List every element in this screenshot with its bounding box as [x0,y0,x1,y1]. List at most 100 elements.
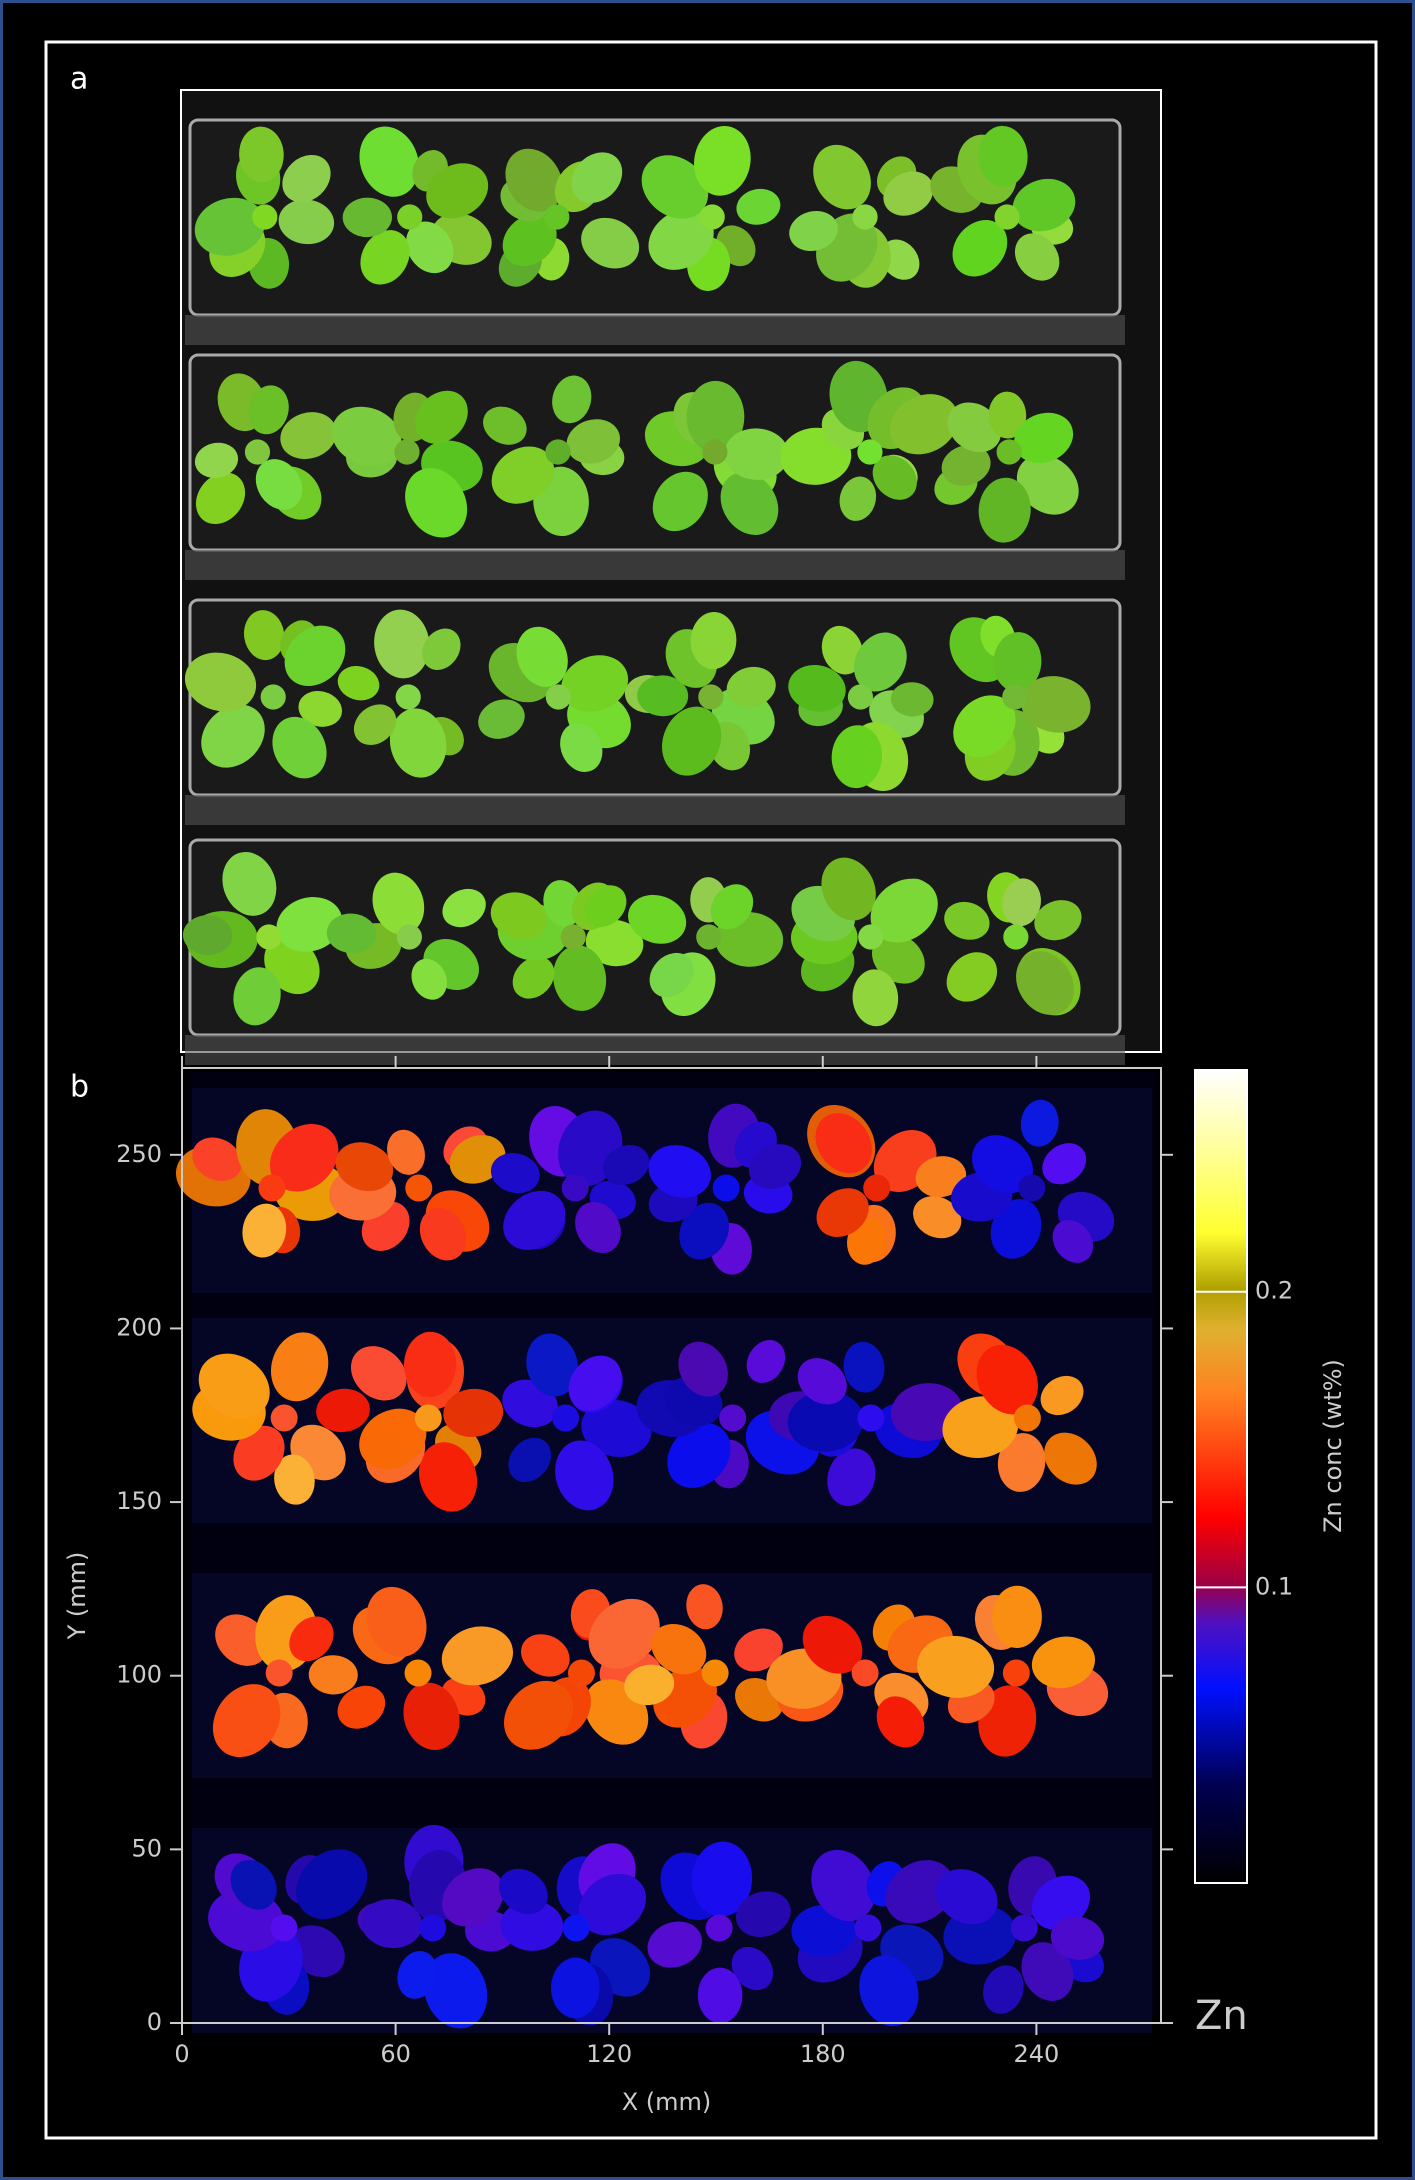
colorbar-tick-label: 0.1 [1255,1572,1293,1600]
leaf [560,723,603,772]
leaf [883,171,934,216]
leaf [505,148,563,212]
leaf [652,471,708,532]
leaf [648,209,714,270]
leaf [230,1859,277,1910]
leaf-center [699,204,725,230]
leaf [575,1201,621,1254]
leaf [667,1423,731,1488]
leaf-center [1003,924,1029,950]
colorbar [1194,1069,1248,1884]
leaf [550,1957,600,2019]
leaf [690,612,737,670]
leaf-center [252,204,278,230]
leaf-center [863,1174,891,1202]
leaf [405,468,468,538]
leaf [581,1399,652,1458]
leaf [442,1868,505,1927]
leaf-center [858,924,884,950]
leaf [710,884,754,930]
x-axis-label: X (mm) [622,2088,712,2116]
leaf [555,1440,614,1511]
leaf-center [1002,684,1028,710]
leaf [553,945,607,1011]
leaf-center [712,1174,740,1202]
leaf [516,626,568,687]
leaf [242,1203,287,1258]
leaf-center [265,1659,293,1687]
leaf [691,1841,753,1917]
leaf [350,1346,407,1401]
leaf [997,1433,1046,1492]
leaf-center [552,1404,580,1432]
leaf [404,1331,457,1397]
leaf [811,1849,876,1922]
leaf [871,933,925,984]
leaf [289,1925,345,1978]
leaf [641,155,709,219]
x-tick-label: 0 [174,2040,189,2068]
leaf [624,1664,675,1706]
leaf [342,197,392,238]
leaf [422,628,461,670]
leaf [1031,1875,1091,1930]
leaf [182,915,233,955]
tray-rail [185,1035,1125,1065]
leaf [579,1873,646,1936]
leaf [335,1142,394,1192]
tray-rail [185,550,1125,580]
leaf [731,1946,774,1991]
leaf [389,708,447,778]
leaf-center [414,1404,442,1432]
leaf-center [719,1404,747,1432]
leaf [679,1202,729,1260]
tray-rail [185,795,1125,825]
leaf [387,1129,425,1175]
leaf [284,625,346,687]
leaf [686,1584,723,1630]
leaf [337,666,380,701]
leaf [953,695,1016,758]
leaf [1016,454,1079,515]
leaf [212,1684,281,1758]
leaf [498,1868,548,1915]
leaf [880,239,920,280]
leaf [194,442,239,478]
leaf [789,210,838,252]
colorbar-label: Zn conc (wt%) [1319,1359,1347,1533]
leaf [588,1598,660,1669]
leaf [935,1869,998,1925]
leaf [561,655,629,712]
leaf [724,428,789,480]
leaf [661,706,722,776]
leaf [443,1388,504,1437]
leaf-center [397,204,423,230]
leaf [637,675,689,717]
photo [182,118,1125,1065]
leaf [361,1899,423,1949]
leaf [1012,178,1076,232]
leaf [359,126,419,197]
leaf [508,1437,552,1483]
leaf [1040,1375,1084,1416]
leaf-center [996,439,1022,465]
leaf [944,901,990,940]
leaf [566,419,620,464]
leaf [585,919,644,967]
leaf [419,1207,467,1261]
leaf-center [244,439,271,465]
leaf [876,1696,925,1748]
leaf [366,1586,427,1657]
leaf [504,1680,574,1750]
leaf [441,1626,514,1686]
leaf-center [404,1659,432,1687]
leaf [788,665,846,712]
leaf [697,1967,743,2024]
leaf [198,1353,270,1419]
leaf-center [394,439,420,465]
leaf [491,446,555,504]
leaf [442,888,486,928]
leaf [274,1454,315,1505]
leaf [748,1144,802,1190]
